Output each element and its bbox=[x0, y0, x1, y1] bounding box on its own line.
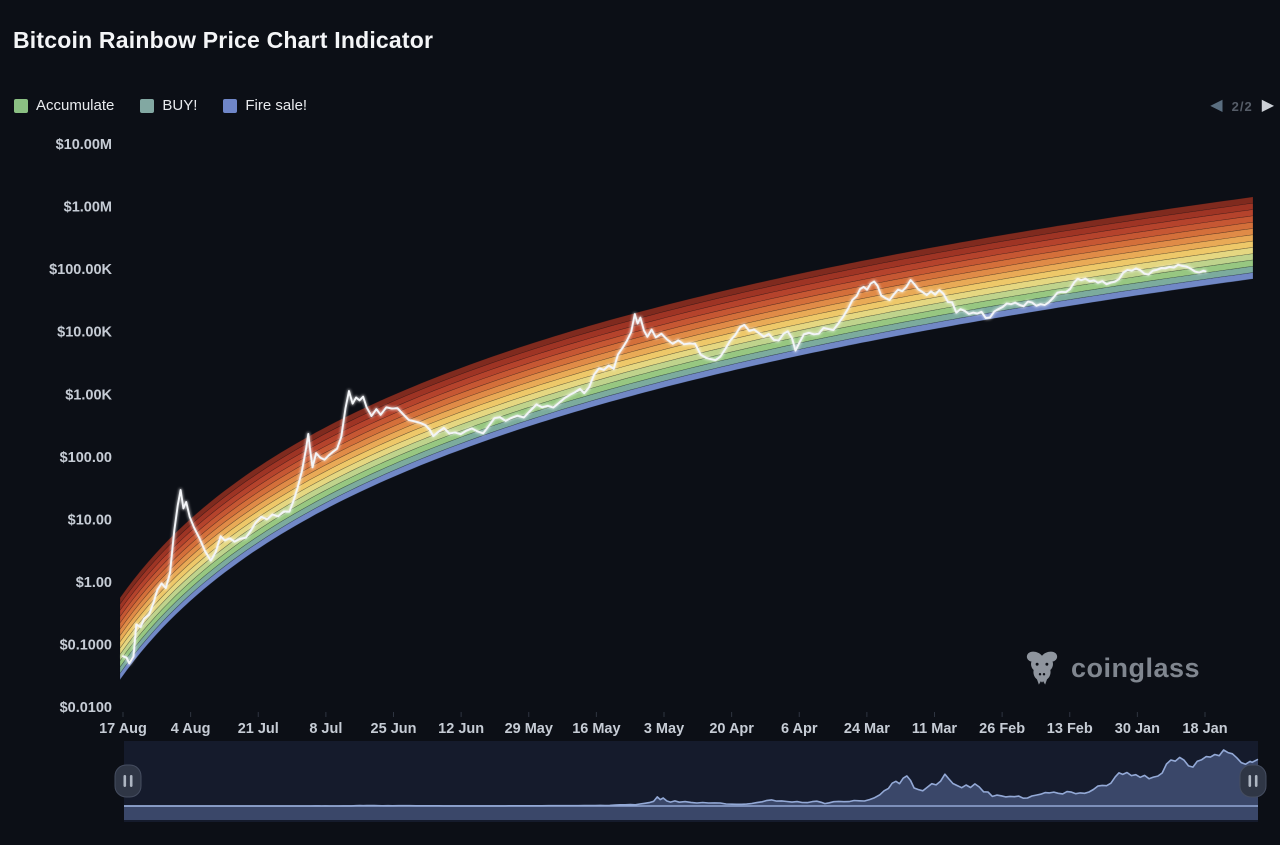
svg-text:$0.1000: $0.1000 bbox=[60, 638, 112, 654]
svg-text:$10.00: $10.00 bbox=[68, 512, 112, 528]
chart-legend: Accumulate BUY! Fire sale! bbox=[14, 97, 307, 114]
svg-text:17 Aug: 17 Aug bbox=[99, 721, 147, 737]
y-axis-labels: $10.00M $1.00M $100.00K $10.00K $1.00K $100.0… bbox=[49, 137, 112, 716]
svg-text:11 Mar: 11 Mar bbox=[912, 721, 957, 737]
legend-label: Accumulate bbox=[36, 97, 115, 114]
svg-text:6 Apr: 6 Apr bbox=[781, 721, 818, 737]
legend-item-fire-sale[interactable]: Fire sale! bbox=[223, 97, 307, 114]
svg-text:20 Apr: 20 Apr bbox=[709, 721, 754, 737]
range-navigator[interactable] bbox=[114, 741, 1267, 822]
page-indicator: 2/2 bbox=[1231, 98, 1253, 114]
svg-text:12 Jun: 12 Jun bbox=[438, 721, 484, 737]
legend-label: BUY! bbox=[162, 97, 198, 114]
navigator-left-handle[interactable] bbox=[114, 764, 142, 798]
svg-text:21 Jul: 21 Jul bbox=[238, 721, 279, 737]
svg-text:30 Jan: 30 Jan bbox=[1115, 721, 1160, 737]
svg-text:$1.00: $1.00 bbox=[76, 575, 112, 591]
svg-text:24 Mar: 24 Mar bbox=[844, 721, 890, 737]
navigator-right-handle[interactable] bbox=[1239, 764, 1267, 798]
buy-swatch-icon bbox=[140, 98, 155, 113]
svg-text:$1.00K: $1.00K bbox=[65, 387, 112, 403]
svg-text:$100.00: $100.00 bbox=[60, 450, 112, 466]
svg-text:25 Jun: 25 Jun bbox=[371, 721, 417, 737]
chart-pagination: ◀ 2/2 ▶ bbox=[1210, 94, 1274, 118]
fire-sale-swatch-icon bbox=[223, 98, 238, 113]
coinglass-bull-icon bbox=[1022, 648, 1062, 688]
svg-text:18 Jan: 18 Jan bbox=[1182, 721, 1227, 737]
price-line bbox=[121, 262, 1208, 666]
svg-text:$1.00M: $1.00M bbox=[64, 200, 112, 216]
legend-label: Fire sale! bbox=[245, 97, 308, 114]
accumulate-swatch-icon bbox=[14, 98, 28, 113]
coinglass-watermark: coinglass bbox=[1022, 648, 1200, 688]
svg-text:$10.00M: $10.00M bbox=[56, 137, 112, 153]
prev-page-icon[interactable]: ◀ bbox=[1210, 97, 1223, 114]
svg-text:4 Aug: 4 Aug bbox=[171, 721, 211, 737]
svg-text:8 Jul: 8 Jul bbox=[309, 721, 342, 737]
svg-text:$0.0100: $0.0100 bbox=[60, 700, 112, 716]
svg-text:3 May: 3 May bbox=[644, 721, 684, 737]
x-axis-labels: 17 Aug 4 Aug 21 Jul 8 Jul 25 Jun 12 Jun 29 May… bbox=[99, 712, 1228, 737]
page-title: Bitcoin Rainbow Price Chart Indicator bbox=[13, 27, 434, 53]
legend-item-buy[interactable]: BUY! bbox=[140, 97, 197, 114]
next-page-icon[interactable]: ▶ bbox=[1261, 97, 1274, 114]
svg-text:$100.00K: $100.00K bbox=[49, 262, 112, 278]
svg-text:$10.00K: $10.00K bbox=[57, 325, 112, 341]
svg-text:26 Feb: 26 Feb bbox=[979, 721, 1025, 737]
svg-text:13 Feb: 13 Feb bbox=[1047, 721, 1093, 737]
svg-text:16 May: 16 May bbox=[572, 721, 620, 737]
rainbow-bands bbox=[119, 196, 1254, 681]
coinglass-wordmark: coinglass bbox=[1071, 652, 1201, 683]
svg-text:29 May: 29 May bbox=[505, 721, 553, 737]
legend-item-accumulate[interactable]: Accumulate bbox=[14, 97, 114, 114]
